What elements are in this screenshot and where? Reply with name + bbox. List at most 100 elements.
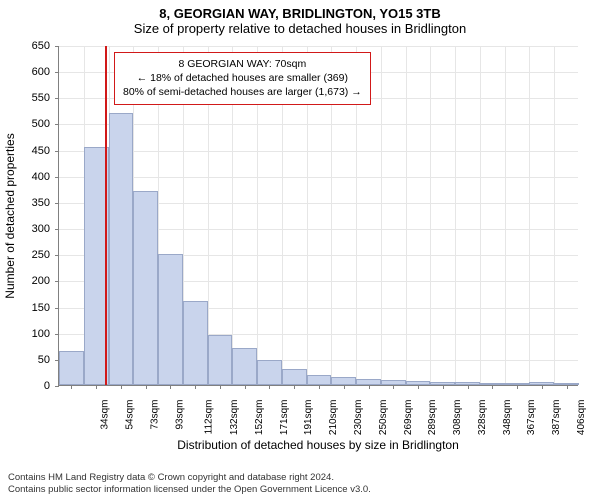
xtick-mark xyxy=(542,385,543,389)
ytick-mark xyxy=(55,124,59,125)
footer-attribution: Contains HM Land Registry data © Crown c… xyxy=(8,472,371,496)
xtick-mark xyxy=(418,385,419,389)
xtick-mark xyxy=(393,385,394,389)
xtick-label: 73sqm xyxy=(149,400,160,430)
chart-subtitle: Size of property relative to detached ho… xyxy=(0,21,600,40)
ytick-label: 600 xyxy=(10,66,50,78)
xtick-mark xyxy=(468,385,469,389)
histogram-bar xyxy=(109,113,134,385)
gridline-v xyxy=(554,46,555,385)
ytick-mark xyxy=(55,203,59,204)
xtick-label: 406sqm xyxy=(576,400,587,436)
gridline-v xyxy=(505,46,506,385)
xtick-label: 152sqm xyxy=(254,400,265,436)
xtick-label: 34sqm xyxy=(100,400,111,430)
xtick-mark xyxy=(294,385,295,389)
ytick-label: 650 xyxy=(10,40,50,52)
xtick-mark xyxy=(269,385,270,389)
xtick-mark xyxy=(71,385,72,389)
chart-title: 8, GEORGIAN WAY, BRIDLINGTON, YO15 3TB xyxy=(0,0,600,21)
xtick-mark xyxy=(146,385,147,389)
histogram-bar xyxy=(232,348,257,385)
gridline-v xyxy=(430,46,431,385)
xtick-mark xyxy=(220,385,221,389)
ytick-mark xyxy=(55,177,59,178)
histogram-bar xyxy=(257,360,282,385)
footer-line-2: Contains public sector information licen… xyxy=(8,484,371,496)
ytick-label: 300 xyxy=(10,223,50,235)
gridline-h xyxy=(59,124,578,125)
ytick-label: 0 xyxy=(10,380,50,392)
ytick-mark xyxy=(55,308,59,309)
ytick-label: 550 xyxy=(10,92,50,104)
ytick-label: 250 xyxy=(10,249,50,261)
histogram-bar xyxy=(208,335,233,385)
gridline-v xyxy=(480,46,481,385)
xtick-label: 132sqm xyxy=(229,400,240,436)
ytick-mark xyxy=(55,334,59,335)
xtick-label: 210sqm xyxy=(328,400,339,436)
xtick-mark xyxy=(121,385,122,389)
xtick-label: 93sqm xyxy=(174,400,185,430)
xtick-label: 171sqm xyxy=(279,400,290,436)
xtick-mark xyxy=(443,385,444,389)
ytick-mark xyxy=(55,46,59,47)
histogram-bar xyxy=(158,254,183,385)
xtick-label: 54sqm xyxy=(125,400,136,430)
histogram-bar xyxy=(282,369,307,385)
ytick-mark xyxy=(55,72,59,73)
histogram-bar xyxy=(331,377,356,385)
ytick-mark xyxy=(55,98,59,99)
gridline-v xyxy=(381,46,382,385)
ytick-label: 450 xyxy=(10,145,50,157)
annotation-line: 80% of semi-detached houses are larger (… xyxy=(123,85,362,99)
ytick-label: 400 xyxy=(10,171,50,183)
xtick-mark xyxy=(170,385,171,389)
chart-area: 34sqm54sqm73sqm93sqm112sqm132sqm152sqm17… xyxy=(58,46,578,386)
footer-line-1: Contains HM Land Registry data © Crown c… xyxy=(8,472,371,484)
xtick-label: 348sqm xyxy=(502,400,513,436)
xtick-mark xyxy=(517,385,518,389)
gridline-h xyxy=(59,151,578,152)
xtick-mark xyxy=(319,385,320,389)
ytick-label: 150 xyxy=(10,302,50,314)
histogram-bar xyxy=(307,375,332,385)
ytick-mark xyxy=(55,151,59,152)
gridline-v xyxy=(406,46,407,385)
annotation-line: ← 18% of detached houses are smaller (36… xyxy=(123,71,362,85)
xtick-mark xyxy=(96,385,97,389)
ytick-label: 350 xyxy=(10,197,50,209)
annotation-line: 8 GEORGIAN WAY: 70sqm xyxy=(123,57,362,71)
histogram-bar xyxy=(59,351,84,385)
gridline-v xyxy=(455,46,456,385)
xtick-label: 269sqm xyxy=(403,400,414,436)
xtick-mark xyxy=(492,385,493,389)
xtick-mark xyxy=(344,385,345,389)
histogram-bar xyxy=(133,191,158,385)
xtick-label: 367sqm xyxy=(526,400,537,436)
xtick-label: 308sqm xyxy=(452,400,463,436)
ytick-label: 500 xyxy=(10,118,50,130)
ytick-mark xyxy=(55,255,59,256)
gridline-h xyxy=(59,177,578,178)
ytick-label: 100 xyxy=(10,328,50,340)
ytick-mark xyxy=(55,386,59,387)
xtick-label: 191sqm xyxy=(304,400,315,436)
xtick-label: 289sqm xyxy=(427,400,438,436)
xtick-label: 387sqm xyxy=(551,400,562,436)
gridline-h xyxy=(59,46,578,47)
x-axis-label: Distribution of detached houses by size … xyxy=(58,438,578,452)
ytick-label: 50 xyxy=(10,354,50,366)
annotation-box: 8 GEORGIAN WAY: 70sqm← 18% of detached h… xyxy=(114,52,371,105)
xtick-label: 230sqm xyxy=(353,400,364,436)
plot-region: 34sqm54sqm73sqm93sqm112sqm132sqm152sqm17… xyxy=(58,46,578,386)
ytick-mark xyxy=(55,281,59,282)
gridline-v xyxy=(529,46,530,385)
xtick-mark xyxy=(195,385,196,389)
xtick-label: 328sqm xyxy=(477,400,488,436)
xtick-mark xyxy=(369,385,370,389)
xtick-mark xyxy=(245,385,246,389)
histogram-bar xyxy=(183,301,208,385)
xtick-label: 112sqm xyxy=(204,400,215,435)
ytick-label: 200 xyxy=(10,275,50,287)
